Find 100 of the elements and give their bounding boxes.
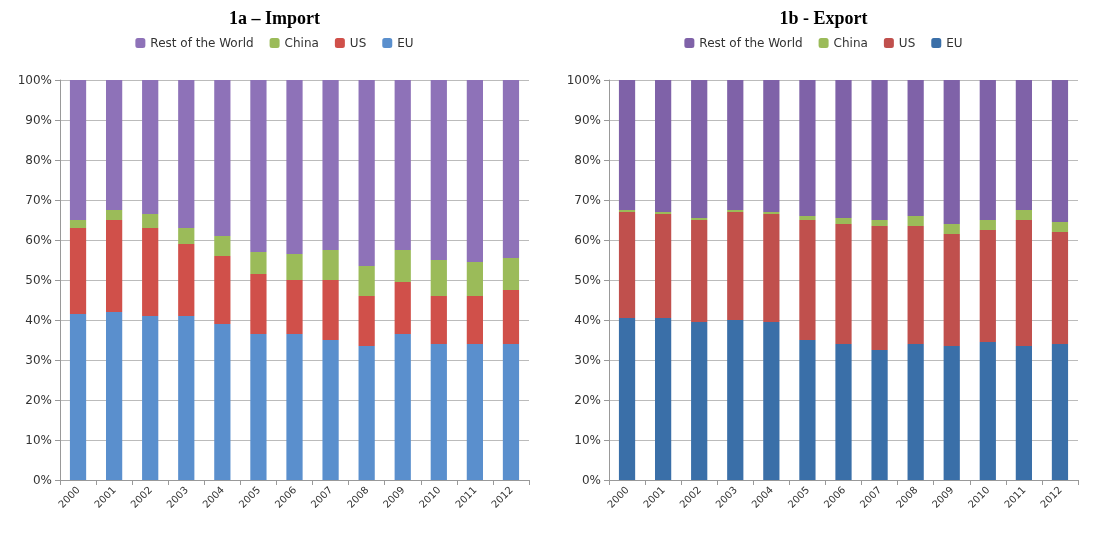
bar <box>358 346 375 480</box>
bar <box>979 342 996 480</box>
bar <box>1015 210 1032 220</box>
y-tick-label: 50% <box>25 273 52 287</box>
bar <box>322 280 339 340</box>
y-tick-label: 10% <box>574 433 601 447</box>
bar <box>322 250 339 280</box>
bar <box>502 344 520 480</box>
bar <box>618 212 636 318</box>
bar <box>322 340 339 480</box>
legend-label: Rest of the World <box>150 36 254 50</box>
bar <box>106 312 123 480</box>
bar <box>727 80 744 210</box>
bar <box>835 218 852 224</box>
legend-label: Rest of the World <box>699 36 803 50</box>
y-tick-label: 0% <box>581 473 601 487</box>
bar <box>943 234 960 346</box>
bar <box>502 258 520 290</box>
bar <box>69 80 87 220</box>
bar <box>655 214 672 318</box>
bar <box>358 296 375 346</box>
bar <box>799 220 816 340</box>
bar <box>214 256 231 324</box>
bar <box>1015 346 1032 480</box>
bar <box>691 322 708 480</box>
bar <box>1051 80 1069 222</box>
legend-label: EU <box>397 36 414 50</box>
bar <box>871 80 888 220</box>
bar <box>286 280 303 334</box>
bar <box>1015 220 1032 346</box>
bar <box>979 80 996 220</box>
bar <box>799 340 816 480</box>
bar <box>178 80 195 228</box>
y-tick-label: 50% <box>574 273 601 287</box>
bar <box>142 228 159 316</box>
bar <box>835 344 852 480</box>
bar <box>655 80 672 212</box>
bar <box>979 230 996 342</box>
bar <box>727 212 744 320</box>
y-tick-label: 20% <box>25 393 52 407</box>
y-tick-label: 30% <box>574 353 601 367</box>
bar <box>799 216 816 220</box>
bar <box>943 80 960 224</box>
bar <box>430 260 447 296</box>
bar <box>69 220 87 228</box>
bar <box>178 228 195 244</box>
bar <box>466 296 483 344</box>
bar <box>106 80 123 210</box>
bar <box>358 266 375 296</box>
bar <box>106 210 123 220</box>
bar <box>430 296 447 344</box>
bar <box>286 80 303 254</box>
bar <box>799 80 816 216</box>
chart-title: 1a – Import <box>229 8 320 28</box>
bar <box>871 226 888 350</box>
y-tick-label: 40% <box>25 313 52 327</box>
bar <box>466 344 483 480</box>
bar <box>394 250 411 282</box>
y-tick-label: 80% <box>25 153 52 167</box>
bar <box>943 346 960 480</box>
y-tick-label: 90% <box>574 113 601 127</box>
y-tick-label: 0% <box>32 473 52 487</box>
bar <box>1015 80 1032 210</box>
bar <box>466 80 483 262</box>
bar <box>907 80 924 216</box>
bar <box>178 244 195 316</box>
bar <box>835 80 852 218</box>
bar <box>69 314 87 480</box>
bar <box>907 344 924 480</box>
legend-label: China <box>833 36 868 50</box>
y-tick-label: 100% <box>17 73 52 87</box>
y-tick-label: 70% <box>25 193 52 207</box>
bar <box>178 316 195 480</box>
y-tick-label: 70% <box>574 193 601 207</box>
bar <box>250 252 267 274</box>
bar <box>322 80 339 250</box>
bar <box>835 224 852 344</box>
bar <box>286 334 303 480</box>
bar <box>430 344 447 480</box>
bar <box>430 80 447 260</box>
legend-label: US <box>898 36 916 50</box>
y-tick-label: 90% <box>25 113 52 127</box>
bar <box>763 80 780 212</box>
bar <box>691 220 708 322</box>
bar <box>502 290 520 344</box>
bar <box>727 320 744 480</box>
bar <box>214 80 231 236</box>
bar <box>1051 222 1069 232</box>
bar <box>394 334 411 480</box>
bar <box>394 282 411 334</box>
bar <box>618 318 636 480</box>
bar <box>358 80 375 266</box>
y-tick-label: 40% <box>574 313 601 327</box>
bar <box>871 220 888 226</box>
bar <box>907 226 924 344</box>
bar <box>691 80 708 218</box>
legend-label: EU <box>946 36 963 50</box>
bar <box>142 316 159 480</box>
y-tick-label: 10% <box>25 433 52 447</box>
bar <box>394 80 411 250</box>
